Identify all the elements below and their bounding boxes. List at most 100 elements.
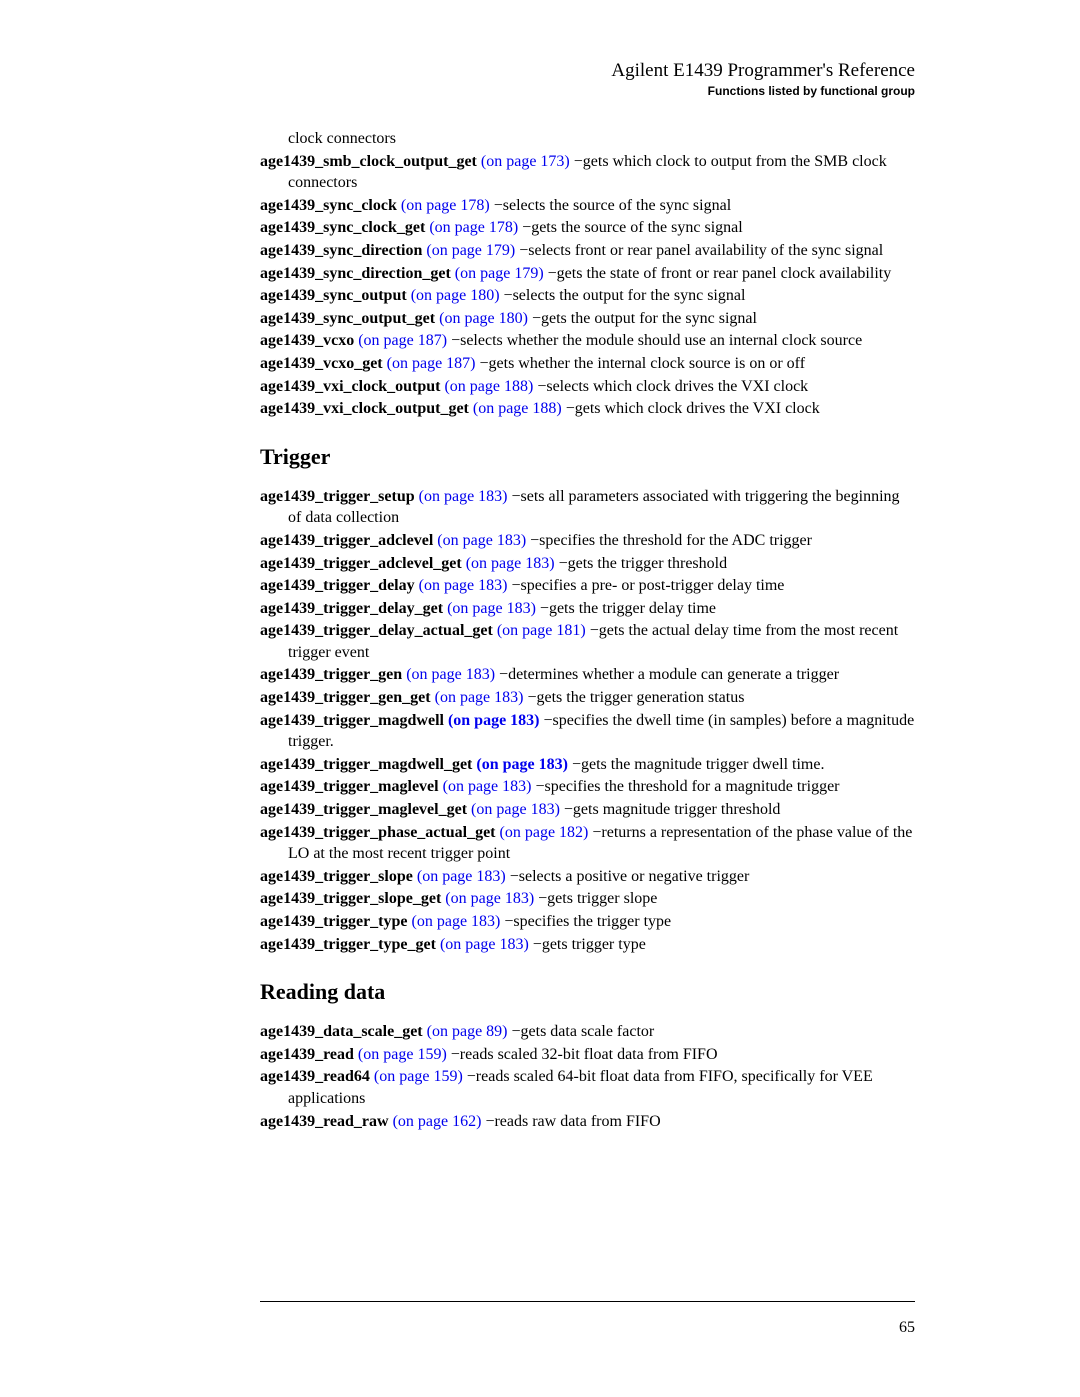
function-entry: age1439_trigger_delay (on page 183) −spe…	[260, 575, 915, 597]
function-entry: age1439_vcxo (on page 187) −selects whet…	[260, 330, 915, 352]
page-reference-link[interactable]: (on page 162)	[393, 1113, 482, 1130]
page-reference-link[interactable]: (on page 181)	[497, 622, 586, 639]
continuation-text: clock connectors	[260, 128, 915, 150]
function-description: −gets magnitude trigger threshold	[560, 801, 781, 818]
function-entry: age1439_sync_direction_get (on page 179)…	[260, 263, 915, 285]
function-description: −selects the output for the sync signal	[500, 287, 746, 304]
function-name: age1439_data_scale_get	[260, 1023, 423, 1040]
header-title: Agilent E1439 Programmer's Reference	[260, 60, 915, 82]
function-name: age1439_trigger_slope_get	[260, 890, 441, 907]
function-name: age1439_trigger_adclevel	[260, 532, 433, 549]
function-entry: age1439_vcxo_get (on page 187) −gets whe…	[260, 353, 915, 375]
page-reference-link[interactable]: (on page 188)	[473, 400, 562, 417]
page-reference-link[interactable]: (on page 183)	[419, 488, 508, 505]
function-description: −gets the trigger threshold	[555, 555, 728, 572]
function-entry: age1439_sync_output (on page 180) −selec…	[260, 285, 915, 307]
function-entry: age1439_read (on page 159) −reads scaled…	[260, 1044, 915, 1066]
function-entry: age1439_trigger_magdwell (on page 183) −…	[260, 710, 915, 753]
function-entry: age1439_trigger_phase_actual_get (on pag…	[260, 822, 915, 865]
function-name: age1439_trigger_maglevel_get	[260, 801, 467, 818]
page-reference-link[interactable]: (on page 183)	[435, 689, 524, 706]
function-name: age1439_sync_output_get	[260, 310, 435, 327]
page-reference-link[interactable]: (on page 183)	[417, 868, 506, 885]
function-description: −gets the state of front or rear panel c…	[544, 265, 892, 282]
function-name: age1439_read_raw	[260, 1113, 389, 1130]
page-reference-link[interactable]: (on page 183)	[412, 913, 501, 930]
section-heading: Reading data	[260, 979, 915, 1005]
function-entry: age1439_data_scale_get (on page 89) −get…	[260, 1021, 915, 1043]
function-name: age1439_vcxo_get	[260, 355, 383, 372]
page-reference-link[interactable]: (on page 183)	[406, 666, 495, 683]
function-description: −selects whether the module should use a…	[447, 332, 862, 349]
page-reference-link[interactable]: (on page 187)	[387, 355, 476, 372]
function-name: age1439_sync_output	[260, 287, 407, 304]
footer-rule	[260, 1301, 915, 1302]
function-description: −gets whether the internal clock source …	[476, 355, 806, 372]
function-description: −gets the output for the sync signal	[528, 310, 757, 327]
page-reference-link[interactable]: (on page 183)	[440, 936, 529, 953]
function-name: age1439_trigger_type_get	[260, 936, 436, 953]
page-reference-link[interactable]: (on page 159)	[358, 1046, 447, 1063]
function-entry: age1439_trigger_delay_actual_get (on pag…	[260, 620, 915, 663]
page-reference-link[interactable]: (on page 173)	[481, 153, 570, 170]
function-description: −selects front or rear panel availabilit…	[515, 242, 883, 259]
function-entry: age1439_trigger_gen_get (on page 183) −g…	[260, 687, 915, 709]
function-name: age1439_read64	[260, 1068, 370, 1085]
page-header: Agilent E1439 Programmer's Reference Fun…	[260, 60, 915, 98]
page-reference-link[interactable]: (on page 182)	[500, 824, 589, 841]
page-reference-link[interactable]: (on page 183)	[471, 801, 560, 818]
function-name: age1439_trigger_setup	[260, 488, 415, 505]
function-name: age1439_trigger_delay	[260, 577, 415, 594]
function-description: −selects which clock drives the VXI cloc…	[533, 378, 808, 395]
function-name: age1439_trigger_adclevel_get	[260, 555, 462, 572]
page-reference-link[interactable]: (on page 188)	[444, 378, 533, 395]
function-name: age1439_trigger_delay_get	[260, 600, 443, 617]
function-name: age1439_trigger_magdwell	[260, 712, 448, 729]
page-reference-link[interactable]: (on page 183)	[466, 555, 555, 572]
function-description: −gets which clock drives the VXI clock	[562, 400, 820, 417]
function-description: −gets the trigger generation status	[523, 689, 744, 706]
page-content: clock connectors age1439_smb_clock_output…	[260, 128, 915, 1132]
page-reference-link[interactable]: (on page 183)	[437, 532, 526, 549]
function-name: age1439_sync_direction_get	[260, 265, 451, 282]
function-name: age1439_smb_clock_output_get	[260, 153, 477, 170]
page-reference-link[interactable]: (on page 183)	[445, 890, 534, 907]
function-name: age1439_trigger_magdwell_get	[260, 756, 476, 773]
function-description: −gets trigger type	[529, 936, 646, 953]
function-description: −gets the magnitude trigger dwell time.	[568, 756, 825, 773]
function-name: age1439_trigger_slope	[260, 868, 413, 885]
page-reference-link[interactable]: (on page 178)	[429, 219, 518, 236]
function-entry: age1439_sync_clock (on page 178) −select…	[260, 195, 915, 217]
page-reference-link[interactable]: (on page 183)	[476, 756, 568, 773]
page-reference-link[interactable]: (on page 183)	[448, 712, 540, 729]
page-reference-link[interactable]: (on page 187)	[358, 332, 447, 349]
function-entry: age1439_trigger_type_get (on page 183) −…	[260, 934, 915, 956]
page-reference-link[interactable]: (on page 179)	[426, 242, 515, 259]
page-reference-link[interactable]: (on page 183)	[419, 577, 508, 594]
function-entry: age1439_sync_direction (on page 179) −se…	[260, 240, 915, 262]
function-name: age1439_sync_clock_get	[260, 219, 425, 236]
function-entry: age1439_trigger_adclevel (on page 183) −…	[260, 530, 915, 552]
page-reference-link[interactable]: (on page 159)	[374, 1068, 463, 1085]
function-entry: age1439_trigger_gen (on page 183) −deter…	[260, 664, 915, 686]
function-description: −specifies the threshold for the ADC tri…	[526, 532, 812, 549]
function-entry: age1439_sync_clock_get (on page 178) −ge…	[260, 217, 915, 239]
function-entry: age1439_vxi_clock_output (on page 188) −…	[260, 376, 915, 398]
function-entry: age1439_vxi_clock_output_get (on page 18…	[260, 398, 915, 420]
page-reference-link[interactable]: (on page 180)	[411, 287, 500, 304]
function-entry: age1439_trigger_maglevel (on page 183) −…	[260, 776, 915, 798]
page-reference-link[interactable]: (on page 183)	[443, 778, 532, 795]
page-reference-link[interactable]: (on page 89)	[427, 1023, 508, 1040]
function-entry: age1439_trigger_slope (on page 183) −sel…	[260, 866, 915, 888]
function-name: age1439_vcxo	[260, 332, 354, 349]
function-description: −gets data scale factor	[508, 1023, 655, 1040]
page-reference-link[interactable]: (on page 179)	[455, 265, 544, 282]
header-subtitle: Functions listed by functional group	[260, 84, 915, 98]
page-reference-link[interactable]: (on page 183)	[447, 600, 536, 617]
function-name: age1439_trigger_maglevel	[260, 778, 439, 795]
page-reference-link[interactable]: (on page 178)	[401, 197, 490, 214]
section-heading: Trigger	[260, 444, 915, 470]
page-reference-link[interactable]: (on page 180)	[439, 310, 528, 327]
function-name: age1439_trigger_phase_actual_get	[260, 824, 496, 841]
function-description: −gets trigger slope	[534, 890, 657, 907]
